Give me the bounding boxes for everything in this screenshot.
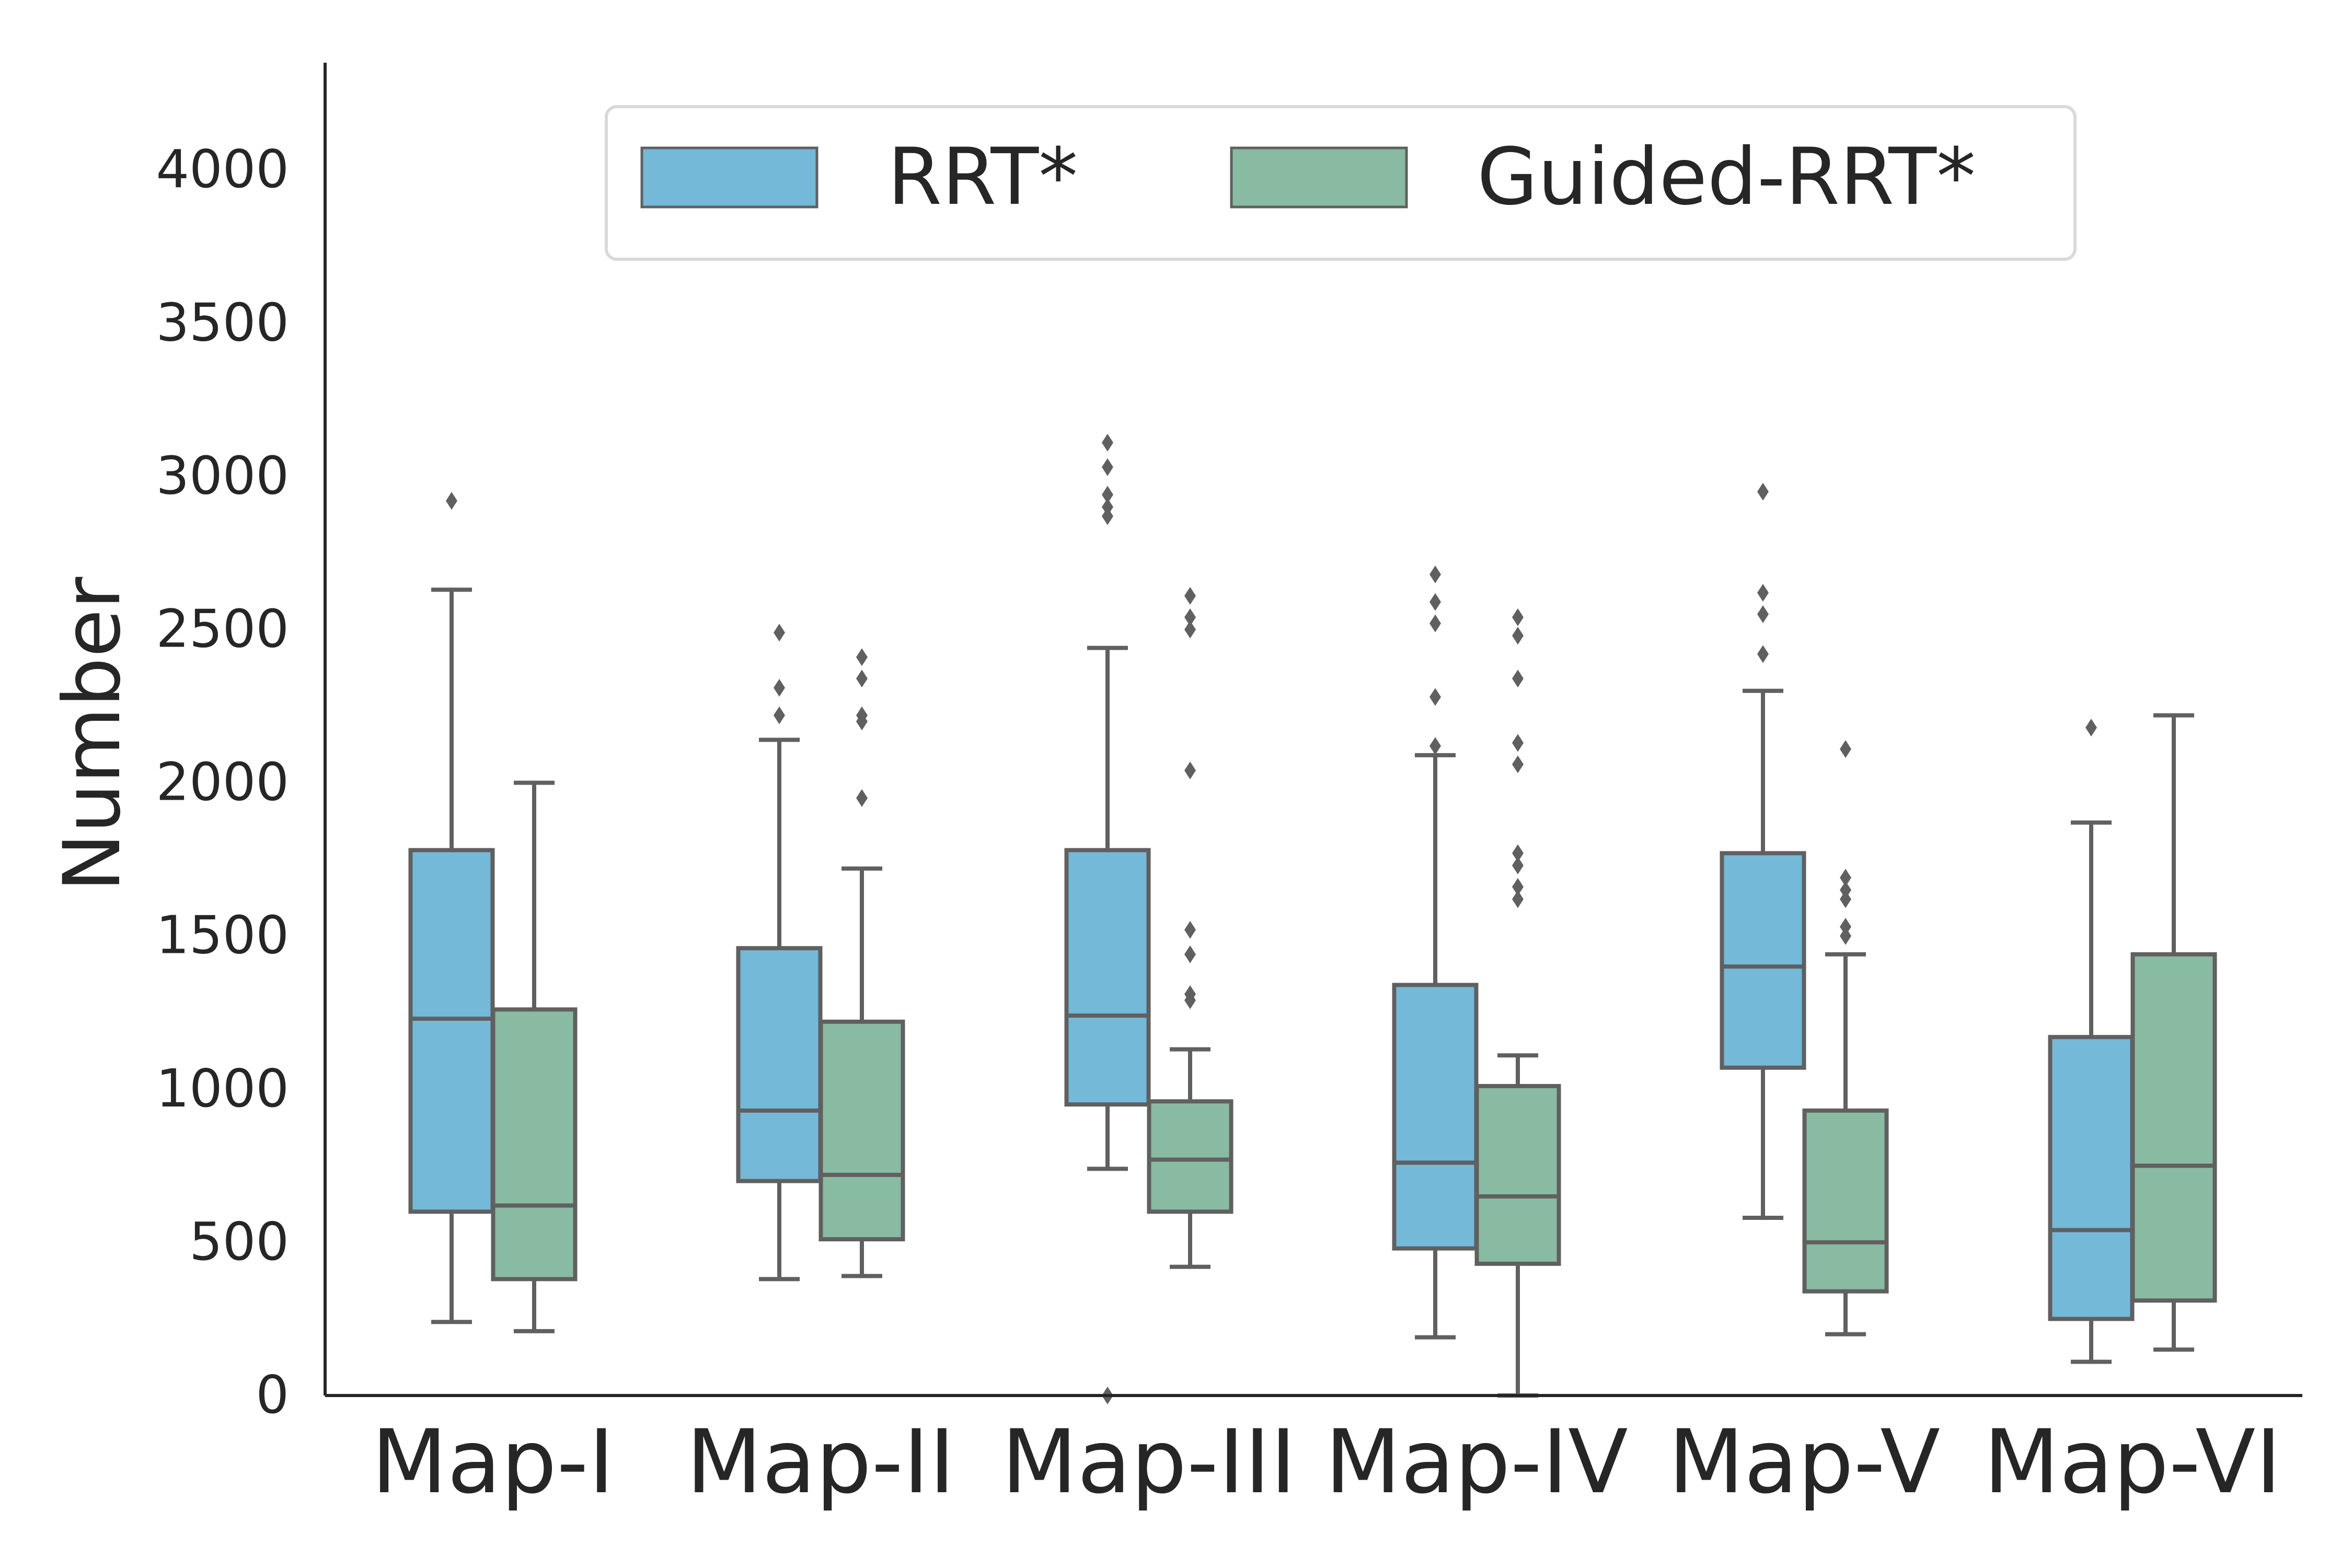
outlier-point — [1184, 985, 1196, 1004]
outlier-point — [1429, 614, 1441, 632]
outlier-point — [1840, 927, 1851, 945]
y-tick-label: 2000 — [156, 752, 290, 813]
iqr-box — [1474, 1083, 1561, 1266]
outlier-point — [1757, 584, 1769, 602]
y-tick-label: 2500 — [156, 598, 290, 659]
outlier-point — [1102, 458, 1113, 476]
box-group — [1392, 565, 1479, 1340]
y-tick-label: 0 — [256, 1364, 289, 1425]
legend: RRT* Guided-RRT* — [605, 105, 2077, 261]
y-tick-labels: 0 500 1000 1500 2000 2500 3000 3500 4000 — [156, 139, 290, 1425]
x-tick-label: Map-V — [1668, 1411, 1940, 1513]
outlier-point — [1102, 486, 1113, 504]
box-group — [1147, 587, 1233, 1269]
y-tick-label: 500 — [189, 1211, 289, 1272]
y-axis-label: Number — [47, 577, 138, 892]
iqr-box — [1720, 851, 1806, 1070]
outlier-point — [1512, 670, 1524, 688]
outlier-point — [856, 648, 868, 666]
legend-label-guided-rrt-star: Guided-RRT* — [1477, 132, 1976, 223]
outlier-point — [1102, 433, 1113, 452]
outlier-point — [856, 789, 868, 807]
outlier-point — [1840, 740, 1851, 758]
y-tick-label: 3500 — [156, 292, 290, 353]
iqr-box — [818, 1019, 905, 1242]
outlier-point — [774, 706, 785, 724]
outlier-point — [1184, 608, 1196, 627]
outlier-point — [1840, 869, 1851, 887]
box-group — [1802, 740, 1889, 1336]
x-tick-label: Map-VI — [1984, 1411, 2281, 1513]
box-group — [491, 780, 578, 1333]
y-tick-label: 1500 — [156, 905, 290, 966]
outlier-point — [1184, 620, 1196, 639]
axes-layer — [324, 63, 2302, 1397]
legend-swatch-rrt-star — [640, 146, 818, 209]
x-tick-label: Map-II — [686, 1411, 955, 1513]
iqr-box — [1802, 1108, 1889, 1294]
outlier-point — [1102, 498, 1113, 516]
boxes-layer — [408, 433, 2217, 1404]
outlier-point — [1840, 918, 1851, 936]
outlier-point — [1512, 844, 1524, 862]
outlier-point — [1429, 688, 1441, 706]
iqr-box — [1064, 848, 1151, 1107]
outlier-point — [1184, 587, 1196, 605]
outlier-point — [1512, 878, 1524, 896]
outlier-point — [2085, 719, 2097, 737]
iqr-box — [736, 946, 823, 1183]
outlier-point — [1757, 645, 1769, 663]
outlier-point — [1757, 482, 1769, 501]
iqr-box — [408, 848, 495, 1214]
iqr-box — [2130, 952, 2217, 1303]
outlier-point — [1429, 593, 1441, 611]
y-tick-label: 4000 — [156, 139, 290, 200]
box-group — [1720, 482, 1806, 1220]
outlier-point — [1757, 605, 1769, 624]
outlier-point — [1184, 762, 1196, 780]
outlier-point — [1184, 920, 1196, 939]
y-tick-label: 3000 — [156, 445, 290, 506]
outlier-point — [1512, 734, 1524, 752]
x-tick-label: Map-IV — [1325, 1411, 1628, 1513]
x-tick-labels: Map-I Map-II Map-III Map-IV Map-V Map-VI — [372, 1411, 2281, 1513]
outlier-point — [1512, 608, 1524, 627]
x-tick-label: Map-III — [1001, 1411, 1296, 1513]
outlier-point — [1429, 737, 1441, 755]
outlier-point — [856, 706, 868, 724]
outlier-point — [856, 670, 868, 688]
outlier-point — [1840, 890, 1851, 908]
outlier-point — [1512, 627, 1524, 645]
iqr-box — [1147, 1099, 1233, 1214]
box-group — [408, 492, 495, 1324]
outlier-point — [1512, 890, 1524, 908]
outlier-point — [1184, 945, 1196, 963]
iqr-box — [2048, 1035, 2135, 1321]
box-group — [1474, 608, 1561, 1398]
outlier-point — [774, 624, 785, 642]
box-group — [818, 648, 905, 1278]
outlier-point — [1429, 565, 1441, 583]
box-group — [2130, 713, 2217, 1352]
y-tick-label: 1000 — [156, 1058, 290, 1119]
legend-label-rrt-star: RRT* — [887, 132, 1078, 223]
outlier-point — [446, 492, 457, 510]
legend-swatch-guided-rrt-star — [1230, 146, 1408, 209]
outlier-point — [1512, 755, 1524, 774]
iqr-box — [1392, 983, 1479, 1251]
x-tick-label: Map-I — [372, 1411, 615, 1513]
iqr-box — [491, 1007, 578, 1282]
outlier-point — [1512, 856, 1524, 874]
outlier-point — [1102, 507, 1113, 525]
outlier-point — [1840, 881, 1851, 899]
outlier-point — [774, 678, 785, 697]
